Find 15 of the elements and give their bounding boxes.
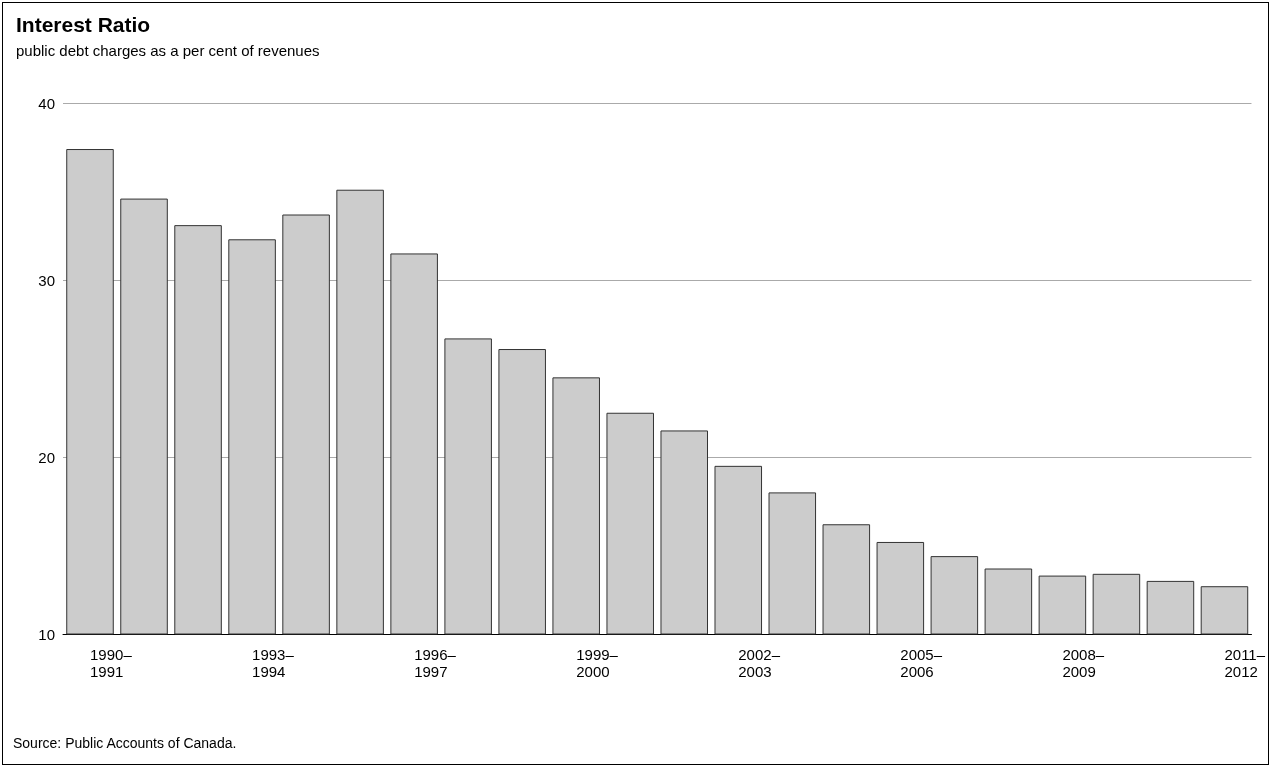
chart-title: Interest Ratio — [16, 13, 151, 36]
y-tick-label: 20 — [38, 448, 55, 466]
x-tick-label: 2002– 2003 — [738, 646, 781, 680]
x-tick-label: 2008– 2009 — [1062, 646, 1105, 680]
source-note: Source: Public Accounts of Canada. — [13, 735, 237, 751]
y-tick-label: 10 — [38, 625, 55, 643]
chart-subtitle: public debt charges as a per cent of revenues — [16, 42, 320, 59]
x-tick-label: 1996– 1997 — [414, 646, 457, 680]
x-tick-label: 2011– 2012 — [1224, 646, 1266, 680]
x-tick-label: 1999– 2000 — [576, 646, 619, 680]
x-tick-label: 1990– 1991 — [90, 646, 133, 680]
y-tick-label: 40 — [38, 94, 55, 112]
x-tick-label: 1993– 1994 — [252, 646, 295, 680]
y-tick-label: 30 — [38, 271, 55, 289]
x-tick-label: 2005– 2006 — [900, 646, 943, 680]
